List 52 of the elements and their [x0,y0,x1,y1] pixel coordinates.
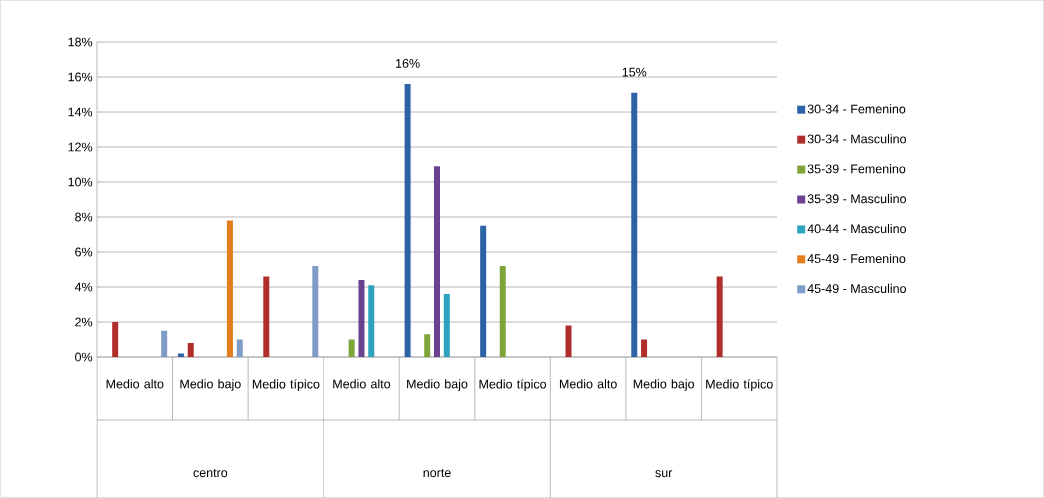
bar [631,92,638,357]
bar [177,353,184,357]
bar [312,266,319,357]
text: norte [423,468,451,478]
text: centro [193,468,228,478]
legend-label: 30-34 - Masculino [807,134,907,144]
y-tick-label: 16% [68,72,93,82]
x-tick-label: Medio alto [106,379,164,389]
legend-label: 35-39 - Femenino [807,164,906,174]
bar [368,285,375,357]
x-tick-label: Medio alto [333,379,391,389]
bar [348,339,355,357]
bar [424,334,431,357]
bar [434,166,440,357]
bar [226,220,233,357]
y-tick-label: 0% [75,352,93,362]
bar [112,322,119,357]
legend-label: 30-34 - Femenino [807,104,906,114]
bar [263,276,270,357]
y-tick-label: 12% [68,142,93,152]
x-tick-label: Medio bajo [180,379,241,391]
data-label: 16% [396,58,420,68]
y-tick-label: 8% [75,212,93,222]
legend-label: 40-44 - Masculino [807,223,907,234]
y-tick-label: 6% [75,247,93,257]
y-tick-label: 10% [68,177,93,187]
x-tick-label: Medio típico [479,379,547,391]
bar [187,343,194,357]
y-tick-label: 2% [75,317,93,327]
x-tick-label: Medio alto [559,379,617,389]
legend-label: 45-49 - Femenino [807,253,906,264]
legend-label: 35-39 - Masculino [807,194,907,204]
bar [480,225,487,357]
y-tick-label: 4% [74,282,93,292]
bar [358,280,365,357]
x-tick-label: Medio bajo [407,379,468,391]
text: sur [655,470,673,478]
x-tick-label: Medio típico [252,379,320,391]
bar [641,339,648,357]
bar [443,294,450,357]
bar [236,339,243,357]
bar [404,84,411,357]
x-tick-label: Medio típico [706,379,773,391]
data-label: 15% [622,67,647,77]
x-tick-label: Medio bajo [633,379,695,391]
y-tick-label: 18% [68,37,93,47]
bar [161,330,168,357]
y-tick-label: 14% [68,107,93,117]
bar [565,325,572,357]
legend-label: 45-49 - Masculino [807,283,907,294]
bar [499,266,506,357]
bar [716,276,723,357]
